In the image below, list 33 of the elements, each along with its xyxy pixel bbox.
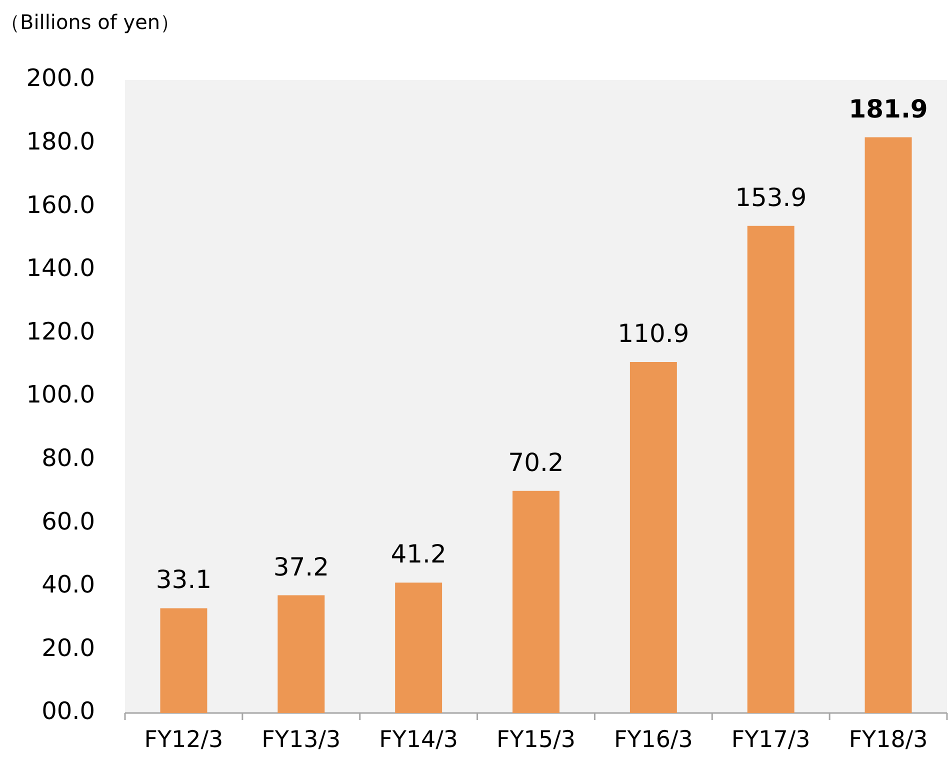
bar — [864, 137, 912, 713]
y-tick-label: 80.0 — [42, 444, 95, 472]
bar — [160, 608, 208, 713]
x-tick-label: FY15/3 — [496, 726, 576, 753]
data-label: 153.9 — [735, 182, 807, 212]
y-tick-label: 20.0 — [42, 634, 95, 662]
data-label: 37.2 — [273, 552, 329, 582]
x-tick-label: FY16/3 — [614, 726, 693, 753]
bar — [395, 582, 442, 713]
x-tick-label: FY17/3 — [731, 726, 810, 753]
y-tick-label: 60.0 — [42, 507, 95, 536]
y-tick-label: 160.0 — [26, 190, 95, 219]
data-label: 181.9 — [848, 94, 928, 124]
x-tick-label: FY18/3 — [848, 726, 928, 753]
bar — [747, 226, 794, 713]
y-tick-label: 00.0 — [42, 697, 95, 726]
data-label: 110.9 — [618, 319, 690, 348]
y-tick-label: 120.0 — [26, 317, 95, 346]
y-tick-label: 200.0 — [26, 64, 95, 92]
y-axis-title: （Billions of yen） — [0, 10, 180, 34]
data-label: 70.2 — [508, 448, 564, 477]
x-tick-label: FY14/3 — [379, 726, 458, 753]
x-tick-label: FY13/3 — [262, 726, 341, 753]
y-tick-label: 100.0 — [26, 380, 95, 409]
bar — [630, 362, 677, 713]
y-tick-label: 180.0 — [26, 128, 95, 156]
data-label: 33.1 — [156, 565, 212, 594]
bar — [278, 595, 325, 713]
x-tick-label: FY12/3 — [144, 726, 224, 753]
y-tick-label: 40.0 — [42, 570, 95, 599]
data-label: 41.2 — [390, 540, 446, 569]
y-tick-label: 140.0 — [26, 254, 95, 282]
bar — [512, 490, 560, 713]
